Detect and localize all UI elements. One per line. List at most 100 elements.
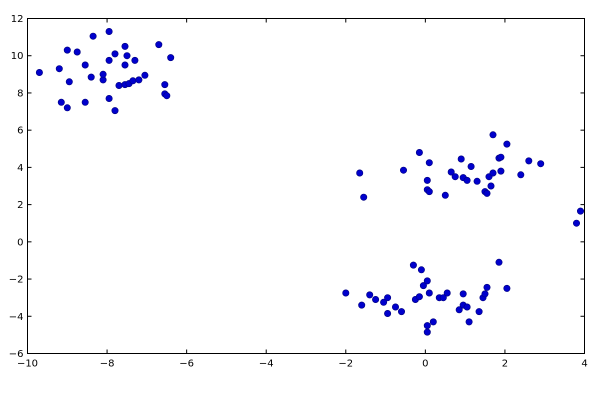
- data-point: [73, 48, 81, 56]
- data-point: [111, 107, 119, 115]
- data-point: [81, 61, 89, 69]
- data-point: [141, 71, 149, 79]
- data-point: [537, 160, 545, 168]
- data-point: [457, 155, 465, 163]
- data-point: [423, 322, 431, 330]
- y-tick-label: 2: [17, 200, 23, 211]
- data-point: [425, 188, 433, 196]
- axis-tick-labels: −10 −8 −6 −4 −2 0 2 4 −6 −4 −2 0 2 4 6 8 10 12: [9, 14, 588, 370]
- x-tick-label: −2: [338, 359, 353, 370]
- data-point: [409, 261, 417, 269]
- data-point: [55, 65, 63, 73]
- data-point: [131, 56, 139, 64]
- data-point: [121, 42, 129, 50]
- data-point: [459, 290, 467, 298]
- data-point: [489, 169, 497, 177]
- data-point: [99, 70, 107, 78]
- data-point: [517, 171, 525, 179]
- data-point: [135, 76, 143, 84]
- data-point: [503, 140, 511, 148]
- data-point: [63, 104, 71, 112]
- x-tick-label: −4: [259, 359, 274, 370]
- data-point: [380, 298, 388, 306]
- data-point: [429, 318, 437, 326]
- y-tick-label: 12: [11, 14, 24, 25]
- data-point: [447, 168, 455, 176]
- data-point: [455, 306, 463, 314]
- data-point: [572, 219, 580, 227]
- data-point: [489, 131, 497, 139]
- data-point: [419, 282, 427, 290]
- data-point: [423, 176, 431, 184]
- data-point: [463, 303, 471, 311]
- axis-ticks: [27, 18, 585, 354]
- plot-area-frame: [27, 18, 585, 354]
- data-point: [497, 153, 505, 161]
- data-point: [423, 277, 431, 285]
- data-point: [121, 61, 129, 69]
- y-tick-label: 0: [17, 237, 23, 248]
- data-point: [65, 78, 73, 86]
- data-point: [384, 294, 392, 302]
- x-tick-label: 4: [581, 359, 587, 370]
- y-tick-label: 8: [17, 88, 23, 99]
- y-tick-label: 4: [17, 163, 23, 174]
- data-point: [81, 98, 89, 106]
- data-point: [384, 309, 392, 317]
- data-point: [63, 46, 71, 54]
- data-point: [129, 77, 137, 85]
- data-point: [356, 169, 364, 177]
- data-point: [372, 295, 380, 303]
- data-point: [439, 294, 447, 302]
- x-tick-label: −6: [179, 359, 194, 370]
- data-point: [465, 318, 473, 326]
- data-point: [467, 163, 475, 171]
- y-tick-label: −2: [9, 275, 24, 286]
- data-point: [155, 41, 163, 49]
- data-point: [415, 149, 423, 157]
- data-point: [503, 284, 511, 292]
- data-point: [161, 81, 169, 89]
- data-point: [35, 69, 43, 77]
- data-point: [425, 159, 433, 167]
- y-tick-label: 6: [17, 126, 23, 137]
- data-point: [425, 289, 433, 297]
- data-point: [495, 258, 503, 266]
- data-point: [123, 52, 131, 60]
- x-tick-label: 2: [502, 359, 508, 370]
- data-point: [391, 303, 399, 311]
- data-point: [57, 98, 65, 106]
- data-points: [35, 27, 584, 336]
- x-tick-label: −8: [100, 359, 115, 370]
- data-point: [417, 266, 425, 274]
- data-point: [105, 95, 113, 103]
- data-point: [105, 27, 113, 35]
- data-point: [415, 293, 423, 301]
- data-point: [481, 290, 489, 298]
- data-point: [167, 54, 175, 62]
- data-point: [423, 328, 431, 336]
- data-point: [473, 177, 481, 185]
- data-point: [525, 157, 533, 165]
- data-point: [163, 92, 171, 100]
- data-point: [443, 289, 451, 297]
- data-point: [451, 173, 459, 181]
- data-point: [397, 308, 405, 316]
- data-point: [487, 182, 495, 190]
- data-point: [441, 191, 449, 199]
- data-point: [87, 73, 95, 81]
- data-point: [483, 189, 491, 197]
- data-point: [475, 308, 483, 316]
- y-tick-label: 10: [11, 51, 24, 62]
- y-tick-label: −6: [9, 349, 24, 360]
- data-point: [342, 289, 350, 297]
- data-point: [576, 207, 584, 215]
- x-tick-label: 0: [422, 359, 428, 370]
- data-point: [497, 167, 505, 175]
- data-point: [89, 32, 97, 40]
- data-point: [399, 166, 407, 174]
- data-point: [483, 283, 491, 291]
- y-tick-label: −4: [9, 312, 24, 323]
- data-point: [115, 82, 123, 90]
